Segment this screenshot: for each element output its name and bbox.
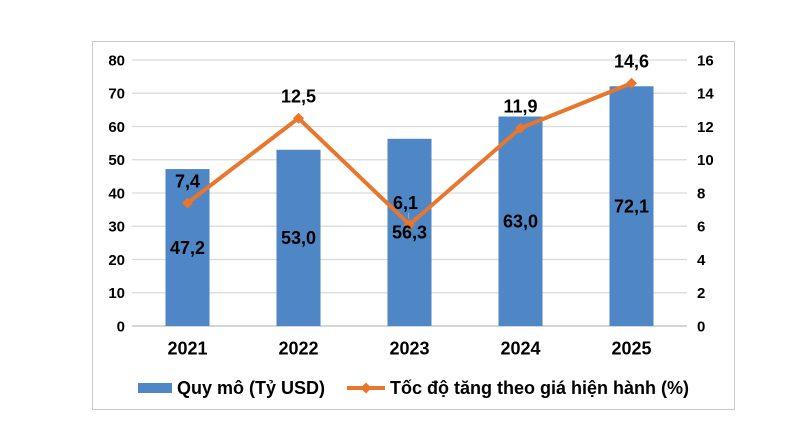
line-point-2025 [626, 77, 637, 89]
line-value-label: 11,9 [503, 96, 537, 116]
right-axis-tick: 10 [697, 152, 714, 169]
left-axis-tick: 30 [108, 219, 125, 236]
line-value-label: 7,4 [175, 171, 200, 191]
legend-item-bar-series: Quy mô (Tỷ USD) [137, 377, 325, 399]
right-axis-tick: 2 [697, 285, 705, 302]
bar-value-label: 53,0 [281, 228, 316, 248]
bar-2023 [387, 138, 432, 326]
left-axis-tick: 40 [108, 185, 125, 202]
left-axis-tick: 80 [108, 52, 125, 69]
right-axis-tick: 6 [697, 219, 705, 236]
line-series-label: Tốc độ tăng theo giá hiện hành (%) [390, 377, 689, 398]
line-point-2021 [182, 197, 193, 209]
right-axis-tick: 14 [697, 86, 714, 103]
chart-plot: 0 10 20 30 40 50 60 70 80 0 2 4 6 8 10 12 14 16 2021 2022 20… [108, 52, 714, 359]
bar-2021 [165, 169, 210, 326]
chart-legend: Quy mô (Tỷ USD) Tốc độ tăng theo giá hiệ… [93, 374, 734, 402]
bar-2025 [609, 86, 654, 326]
legend-item-line-series: Tốc độ tăng theo giá hiện hành (%) [347, 378, 689, 399]
bar-series-swatch [137, 383, 172, 393]
left-axis-tick: 50 [108, 152, 125, 169]
bar-value-label: 47,2 [170, 238, 205, 258]
bar-2022 [276, 149, 321, 326]
right-axis-tick: 16 [697, 52, 714, 69]
x-axis-label-2025: 2025 [611, 338, 651, 358]
bar-value-label: 63,0 [503, 212, 538, 232]
line-value-label: 6,1 [393, 193, 418, 213]
bar-2024 [498, 116, 543, 327]
x-axis-label-2021: 2021 [167, 338, 207, 358]
bar-value-label: 72,1 [614, 196, 649, 216]
right-axis-tick: 0 [697, 318, 705, 335]
left-axis-tick: 60 [108, 119, 125, 136]
chart-card: 0 10 20 30 40 50 60 70 80 0 2 4 6 8 10 12 14 16 2021 2022 20… [92, 41, 735, 410]
line-point-2023 [404, 219, 415, 231]
line-swatch-diamond-icon [360, 382, 372, 394]
right-axis-tick: 12 [697, 119, 714, 136]
right-axis-tick: 8 [697, 185, 705, 202]
x-axis-label-2022: 2022 [278, 338, 318, 358]
line-series-swatch [347, 382, 385, 394]
line-point-2024 [515, 122, 526, 134]
line-value-label: 14,6 [614, 52, 649, 72]
x-axis-label-2023: 2023 [389, 338, 429, 358]
left-axis-tick: 0 [117, 318, 125, 335]
left-axis-tick: 20 [108, 252, 125, 269]
left-axis-tick: 70 [108, 86, 125, 103]
left-axis-tick: 10 [108, 285, 125, 302]
line-value-label: 12,5 [281, 86, 316, 106]
bar-series-label: Quy mô (Tỷ USD) [176, 377, 325, 398]
line-point-2022 [293, 112, 304, 124]
bar-value-label: 56,3 [392, 223, 427, 243]
right-axis-tick: 4 [697, 252, 706, 269]
x-axis-label-2024: 2024 [500, 338, 540, 358]
